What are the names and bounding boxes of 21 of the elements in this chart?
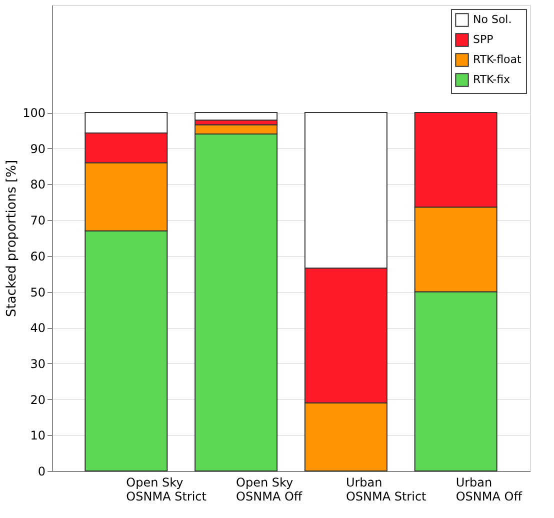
x-tick-label: Urban OSNMA Off — [456, 476, 523, 504]
y-tick-label: 0 — [38, 464, 46, 478]
y-tick-label: 10 — [30, 428, 46, 443]
y-tick-label: 60 — [30, 249, 46, 264]
x-tick-label: Urban OSNMA Strict — [346, 476, 427, 504]
y-tick-label: 70 — [30, 214, 46, 228]
legend-label: RTK-fix — [473, 73, 511, 86]
y-tick-label: 50 — [30, 285, 46, 300]
y-tick-label: 30 — [30, 356, 46, 371]
y-axis-title: Stacked proportions [%] — [4, 160, 20, 318]
y-tick-label: 20 — [30, 392, 46, 407]
bar — [194, 112, 278, 121]
legend-label: No Sol. — [473, 13, 512, 26]
y-tick-label: 40 — [30, 321, 46, 336]
x-tick-label: Open Sky OSNMA Strict — [126, 476, 207, 504]
legend-label: SPP — [473, 33, 494, 46]
y-tick-label: 100 — [22, 106, 46, 120]
y-tick-label: 90 — [30, 142, 46, 156]
y-tick-label: 80 — [30, 178, 46, 192]
legend-label: RTK-float — [473, 53, 522, 66]
x-tick-label: Open Sky OSNMA Off — [236, 476, 303, 504]
